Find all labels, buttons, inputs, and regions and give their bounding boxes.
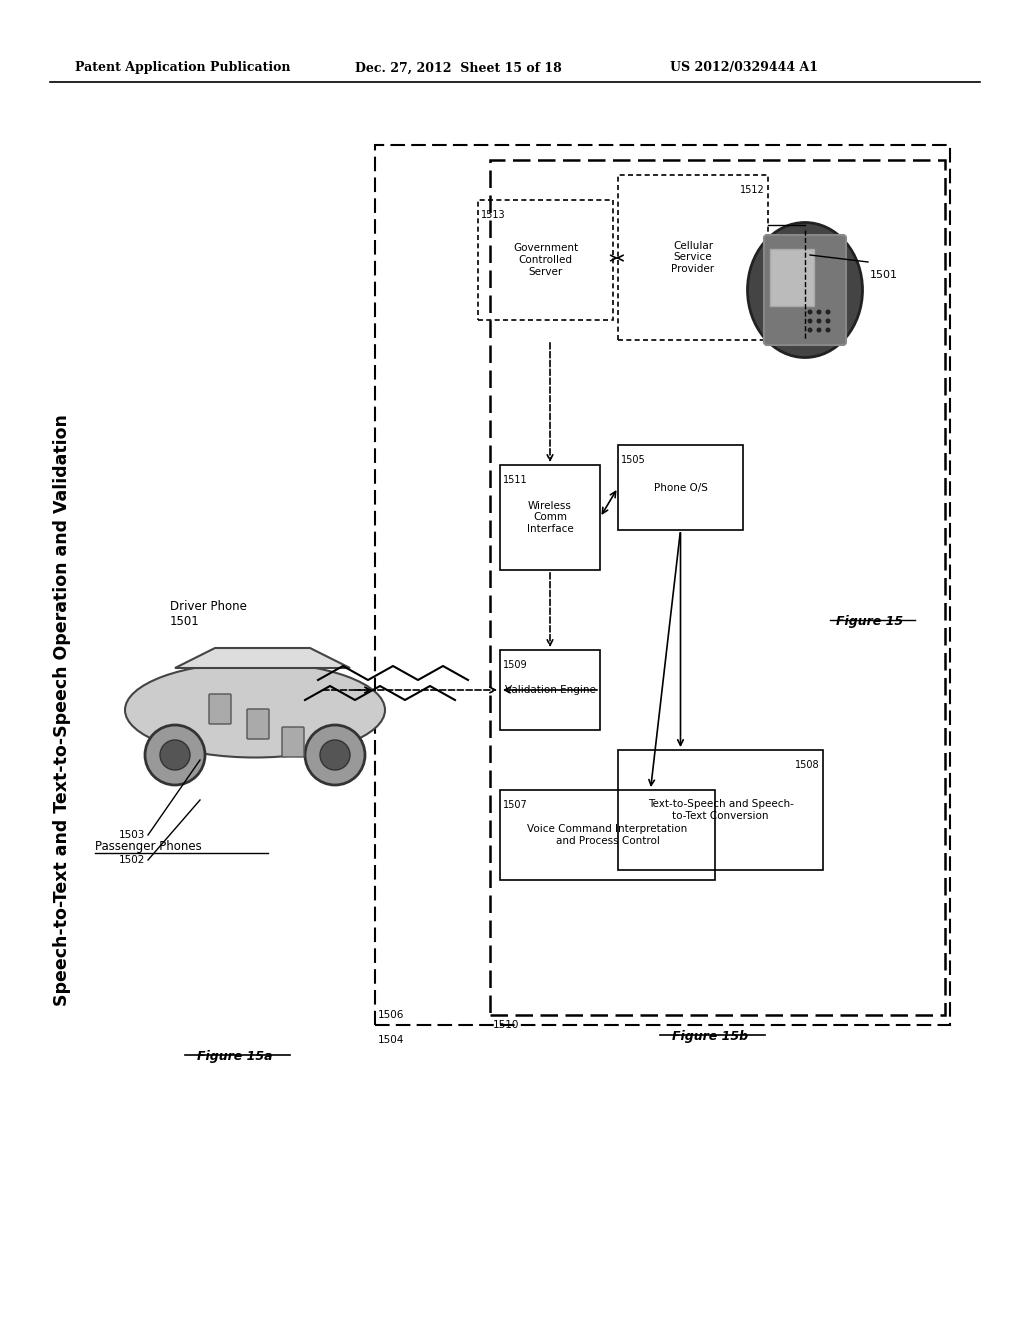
- FancyBboxPatch shape: [247, 709, 269, 739]
- Bar: [375, 145, 950, 1026]
- Text: 1502: 1502: [119, 855, 145, 865]
- Text: 1506: 1506: [378, 1010, 404, 1020]
- Text: 1508: 1508: [796, 760, 820, 770]
- Text: 1510: 1510: [493, 1020, 519, 1030]
- Text: 1504: 1504: [378, 1035, 404, 1045]
- Circle shape: [816, 318, 821, 323]
- Text: Wireless
Comm
Interface: Wireless Comm Interface: [526, 500, 573, 535]
- Text: Cellular
Service
Provider: Cellular Service Provider: [672, 242, 715, 275]
- Polygon shape: [175, 648, 350, 668]
- Circle shape: [808, 318, 812, 323]
- Circle shape: [305, 725, 365, 785]
- Bar: [618, 445, 743, 531]
- Text: Phone O/S: Phone O/S: [653, 483, 708, 492]
- Text: Speech-to-Text and Text-to-Speech Operation and Validation: Speech-to-Text and Text-to-Speech Operat…: [53, 414, 71, 1006]
- Circle shape: [160, 741, 190, 770]
- Circle shape: [825, 327, 830, 333]
- Text: Validation Engine: Validation Engine: [505, 685, 595, 696]
- FancyBboxPatch shape: [209, 694, 231, 723]
- Text: 1505: 1505: [621, 455, 646, 465]
- Text: 1513: 1513: [481, 210, 506, 220]
- Text: 1511: 1511: [503, 475, 527, 484]
- Circle shape: [808, 327, 812, 333]
- Bar: [500, 789, 715, 880]
- Text: Driver Phone
1501: Driver Phone 1501: [170, 601, 247, 628]
- Text: Figure 15a: Figure 15a: [198, 1049, 272, 1063]
- Text: Dec. 27, 2012  Sheet 15 of 18: Dec. 27, 2012 Sheet 15 of 18: [355, 62, 562, 74]
- Bar: [618, 750, 823, 870]
- Text: Voice Command Interpretation
and Process Control: Voice Command Interpretation and Process…: [527, 824, 688, 846]
- Text: Text-to-Speech and Speech-
to-Text Conversion: Text-to-Speech and Speech- to-Text Conve…: [647, 799, 794, 821]
- Bar: [478, 201, 613, 319]
- Circle shape: [808, 309, 812, 314]
- Text: Figure 15b: Figure 15b: [672, 1030, 749, 1043]
- Text: 1512: 1512: [740, 185, 765, 195]
- Text: 1501: 1501: [870, 271, 898, 280]
- Circle shape: [145, 725, 205, 785]
- Circle shape: [825, 309, 830, 314]
- Text: 1503: 1503: [119, 830, 145, 840]
- Bar: [490, 160, 945, 1015]
- Text: Government
Controlled
Server: Government Controlled Server: [513, 243, 579, 277]
- Ellipse shape: [125, 663, 385, 758]
- Circle shape: [816, 309, 821, 314]
- Bar: [500, 649, 600, 730]
- Text: Patent Application Publication: Patent Application Publication: [75, 62, 291, 74]
- Bar: [500, 465, 600, 570]
- Circle shape: [825, 318, 830, 323]
- Text: Figure 15: Figure 15: [837, 615, 903, 628]
- Text: US 2012/0329444 A1: US 2012/0329444 A1: [670, 62, 818, 74]
- Text: 1509: 1509: [503, 660, 527, 671]
- FancyBboxPatch shape: [282, 727, 304, 756]
- FancyBboxPatch shape: [764, 235, 846, 345]
- Ellipse shape: [748, 223, 862, 358]
- Text: Passenger Phones: Passenger Phones: [95, 840, 202, 853]
- Bar: [618, 176, 768, 341]
- Circle shape: [816, 327, 821, 333]
- Text: 1507: 1507: [503, 800, 527, 810]
- FancyBboxPatch shape: [770, 249, 814, 306]
- Circle shape: [319, 741, 350, 770]
